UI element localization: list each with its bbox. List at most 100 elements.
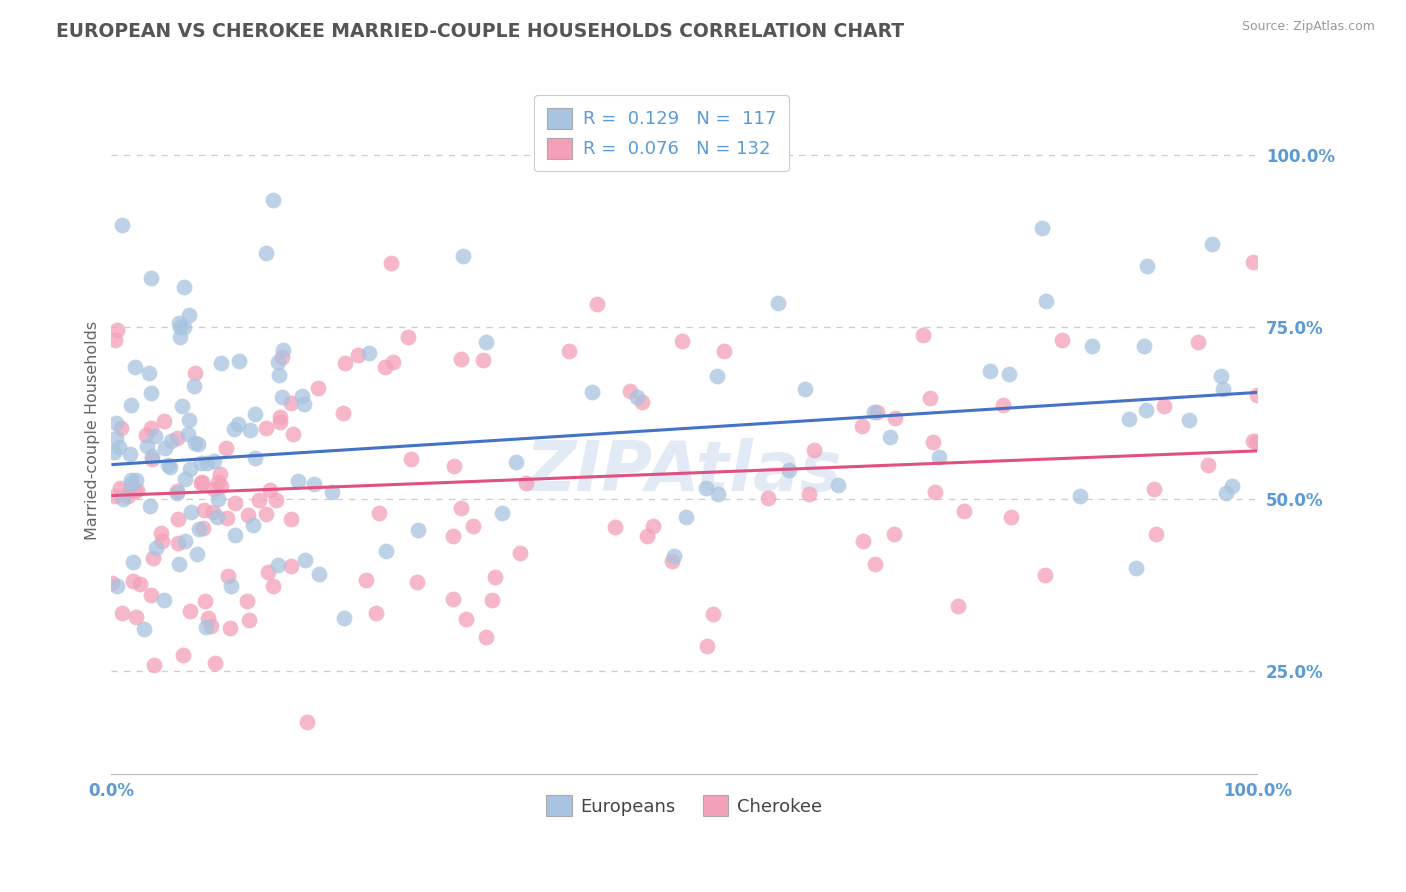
Point [1136,259,1159,273]
Point [396,329,419,343]
Point [294,553,316,567]
Point [183,379,205,393]
Point [1081,339,1104,353]
Point [141,588,163,602]
Point [758,491,780,505]
Point [1133,339,1156,353]
Point [101,575,124,590]
Point [207,491,229,506]
Point [138,366,160,380]
Point [194,620,217,634]
Point [200,619,222,633]
Point [262,194,284,208]
Point [332,407,354,421]
Point [1187,335,1209,350]
Point [924,484,946,499]
Point [173,280,195,294]
Point [675,510,697,524]
Point [481,592,503,607]
Point [105,323,128,337]
Point [304,477,326,491]
Point [695,481,717,495]
Point [863,558,886,572]
Point [207,475,229,490]
Point [120,473,142,487]
Point [180,505,202,519]
Point [441,591,464,606]
Point [191,475,214,490]
Point [184,366,207,380]
Point [117,489,139,503]
Point [912,328,935,343]
Point [1118,412,1140,426]
Point [374,359,396,374]
Point [125,609,148,624]
Point [202,453,225,467]
Point [224,495,246,509]
Point [953,504,976,518]
Point [381,355,404,369]
Point [143,429,166,443]
Point [124,484,146,499]
Point [1201,236,1223,251]
Point [1178,412,1201,426]
Point [169,320,191,334]
Point [167,557,190,571]
Point [271,350,294,364]
Point [1069,489,1091,503]
Point [191,521,214,535]
Point [399,452,422,467]
Point [474,334,496,349]
Point [159,459,181,474]
Point [281,426,304,441]
Point [280,558,302,573]
Point [166,486,188,500]
Point [713,344,735,359]
Point [271,343,294,357]
Point [177,427,200,442]
Point [884,411,907,425]
Point [461,519,484,533]
Point [333,356,356,370]
Point [1241,255,1264,269]
Point [368,506,391,520]
Point [104,490,127,504]
Point [803,443,825,458]
Point [105,431,128,445]
Point [374,544,396,558]
Point [269,416,291,430]
Point [1209,369,1232,384]
Point [484,570,506,584]
Point [254,246,277,260]
Point [118,482,141,496]
Point [124,359,146,374]
Point [1220,478,1243,492]
Legend: Europeans, Cherokee: Europeans, Cherokee [538,789,830,823]
Point [112,491,135,506]
Point [918,391,941,405]
Point [150,526,173,541]
Point [132,622,155,636]
Point [321,484,343,499]
Point [603,520,626,534]
Point [103,445,125,459]
Point [209,467,232,481]
Point [219,579,242,593]
Point [204,657,226,671]
Point [179,462,201,476]
Point [1050,334,1073,348]
Point [215,441,238,455]
Point [264,492,287,507]
Point [179,309,201,323]
Point [259,483,281,497]
Point [619,384,641,398]
Point [661,554,683,568]
Point [269,409,291,424]
Point [1215,486,1237,500]
Point [1244,435,1267,450]
Point [166,431,188,445]
Point [128,577,150,591]
Point [295,714,318,729]
Point [193,503,215,517]
Point [1144,526,1167,541]
